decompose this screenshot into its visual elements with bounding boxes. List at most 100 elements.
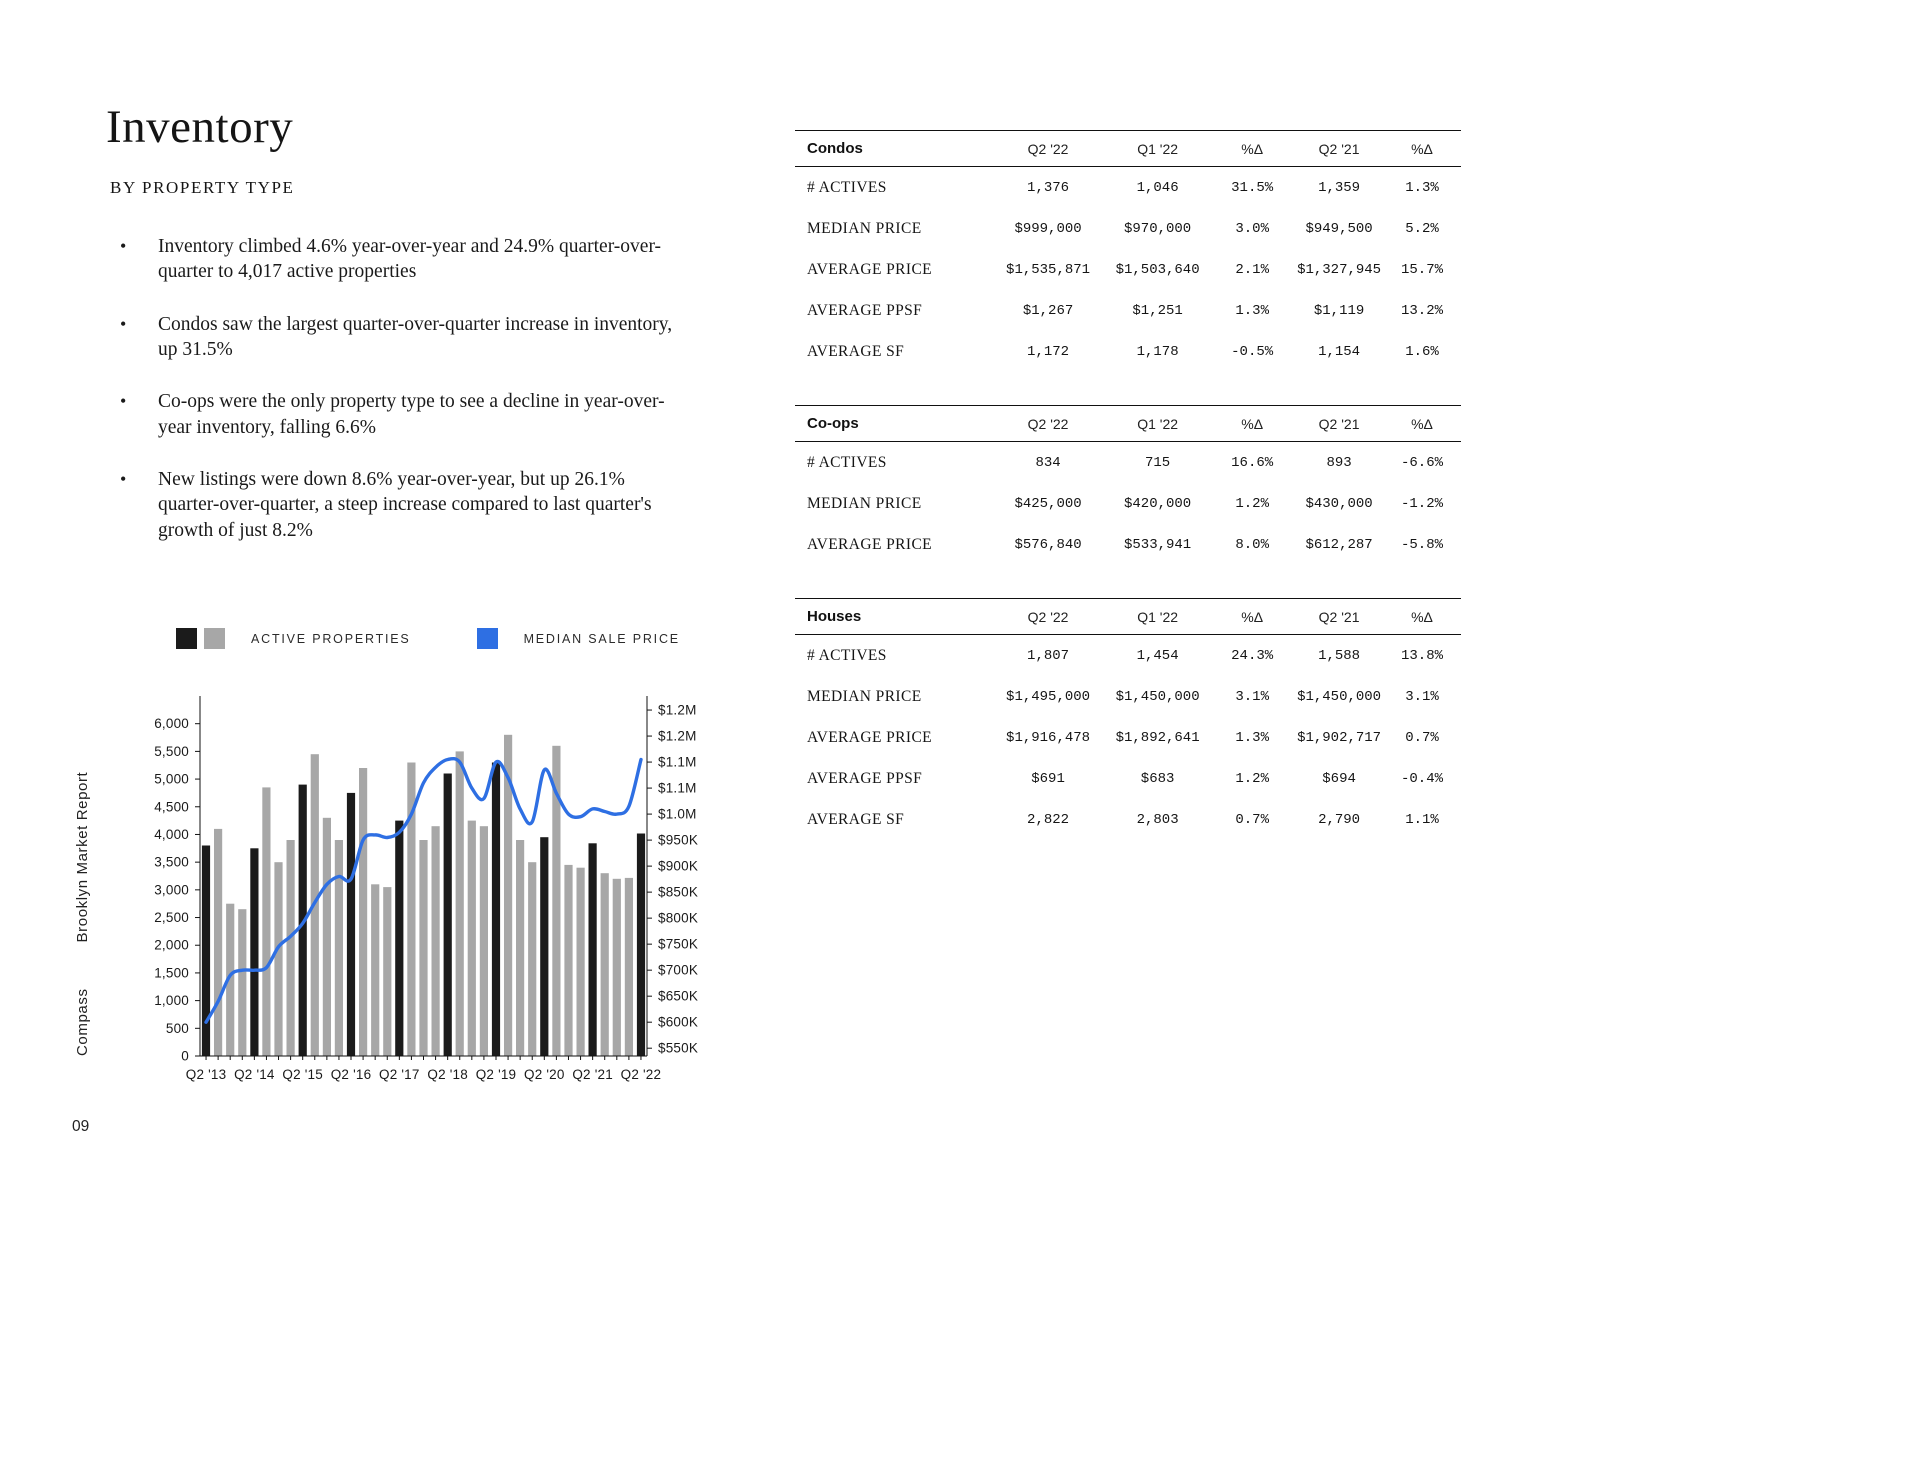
property-tables: Condos Q2 '22 Q1 '22 %Δ Q2 '21 %Δ # ACTIVES 1,3… (795, 130, 1461, 873)
footer-report-name: Brooklyn Market Report (74, 771, 91, 943)
x-axis-tick-label: Q2 '16 (331, 1067, 372, 1082)
footer-brand: Compass (74, 988, 91, 1056)
bar (274, 862, 283, 1056)
left-axis-tick-label: 4,000 (154, 827, 189, 842)
bar (346, 792, 356, 1056)
cell-value: $430,000 (1305, 495, 1373, 512)
page-number: 09 (72, 1118, 90, 1135)
column-header: Q2 '22 (990, 130, 1106, 167)
bar (201, 845, 211, 1056)
right-axis-tick-label: $800K (658, 911, 698, 926)
right-axis-tick-label: $900K (658, 859, 698, 874)
cell-value: 1.3% (1235, 729, 1269, 746)
table-row: # ACTIVES 1,376 1,046 31.5% 1,359 1.3% (795, 167, 1461, 209)
cell-value: 0.7% (1235, 811, 1269, 828)
right-axis-tick-label: $750K (658, 937, 698, 952)
column-header: %Δ (1383, 598, 1461, 635)
row-label: AVERAGE SF (807, 810, 905, 828)
bar (540, 837, 549, 1056)
cell-value: 1.2% (1235, 770, 1269, 787)
cell-value: $1,267 (1022, 302, 1074, 319)
cell-value: $970,000 (1124, 220, 1192, 237)
bar (262, 787, 271, 1056)
row-label: MEDIAN PRICE (807, 494, 922, 512)
table-condos: Condos Q2 '22 Q1 '22 %Δ Q2 '21 %Δ # ACTIVES 1,3… (795, 130, 1461, 372)
table-title: Condos (795, 130, 991, 167)
page-subtitle: BY PROPERTY TYPE (110, 178, 295, 197)
row-label: AVERAGE PRICE (807, 728, 933, 746)
column-header: Q1 '22 (1106, 598, 1210, 635)
cell-value: 1,376 (1027, 179, 1070, 196)
bullet-item: Condos saw the largest quarter-over-quar… (110, 312, 682, 363)
cell-value: $1,503,640 (1115, 261, 1200, 278)
left-axis-tick-label: 500 (166, 1021, 189, 1036)
cell-value: 2,803 (1136, 811, 1179, 828)
x-axis-tick-label: Q2 '18 (427, 1067, 468, 1082)
table-row: AVERAGE PPSF $1,267 $1,251 1.3% $1,119 13.2% (795, 290, 1461, 331)
table-row: MEDIAN PRICE $999,000 $970,000 3.0% $949,500… (795, 208, 1461, 249)
bar (467, 820, 476, 1056)
bar (564, 864, 573, 1056)
page-title: Inventory (106, 101, 294, 153)
bar (443, 773, 452, 1056)
cell-value: 2,822 (1027, 811, 1070, 828)
cell-value: $1,902,717 (1297, 729, 1382, 746)
bar (395, 820, 404, 1056)
cell-value: 16.6% (1231, 454, 1274, 471)
cell-value: $1,119 (1313, 302, 1365, 319)
cell-value: 1,454 (1136, 647, 1179, 664)
cell-value: $949,500 (1305, 220, 1373, 237)
row-label: AVERAGE PPSF (807, 301, 923, 319)
left-axis-tick-label: 1,500 (154, 965, 189, 980)
bar (479, 826, 488, 1056)
left-axis-tick-label: 3,000 (154, 882, 189, 897)
x-axis-tick-label: Q2 '17 (379, 1067, 420, 1082)
right-axis-tick-label: $1.2M (658, 703, 697, 718)
cell-value: -1.2% (1401, 495, 1444, 512)
x-axis-tick-label: Q2 '21 (572, 1067, 613, 1082)
left-axis-tick-label: 5,000 (154, 772, 189, 787)
table-row: AVERAGE SF 1,172 1,178 -0.5% 1,154 1.6% (795, 331, 1461, 372)
right-axis-tick-label: $650K (658, 989, 698, 1004)
bar (334, 840, 343, 1056)
bullet-list: Inventory climbed 4.6% year-over-year an… (110, 234, 682, 570)
x-axis-tick-label: Q2 '20 (524, 1067, 565, 1082)
bar (516, 840, 525, 1056)
bar (600, 873, 609, 1056)
column-header: %Δ (1383, 130, 1461, 167)
cell-value: $612,287 (1305, 536, 1373, 553)
column-header: Q1 '22 (1106, 130, 1210, 167)
cell-value: 1.3% (1405, 179, 1439, 196)
row-label: # ACTIVES (807, 646, 887, 664)
cell-value: 1,154 (1318, 343, 1361, 360)
cell-value: 13.2% (1401, 302, 1444, 319)
bar (226, 903, 235, 1056)
column-header: %Δ (1209, 405, 1296, 442)
cell-value: 2,790 (1318, 811, 1361, 828)
right-axis-tick-label: $1.0M (658, 807, 697, 822)
column-header: Q1 '22 (1106, 405, 1210, 442)
left-axis-tick-label: 6,000 (154, 716, 189, 731)
bar (431, 826, 440, 1056)
column-header: Q2 '21 (1295, 598, 1384, 635)
cell-value: 13.8% (1401, 647, 1444, 664)
table-row: AVERAGE SF 2,822 2,803 0.7% 2,790 1.1% (795, 799, 1461, 840)
bar (528, 862, 537, 1056)
legend-item-active-properties: ACTIVE PROPERTIES (176, 628, 411, 649)
cell-value: 2.1% (1235, 261, 1269, 278)
vertical-footer: Compass Brooklyn Market Report (74, 772, 91, 1056)
cell-value: -0.5% (1231, 343, 1274, 360)
cell-value: 5.2% (1405, 220, 1439, 237)
cell-value: 1.3% (1235, 302, 1269, 319)
column-header: %Δ (1383, 405, 1461, 442)
bar (455, 751, 464, 1056)
bar (636, 833, 646, 1056)
bar (286, 840, 295, 1056)
right-axis-tick-label: $550K (658, 1041, 698, 1056)
table-row: # ACTIVES 834 715 16.6% 893 -6.6% (795, 442, 1461, 484)
bar (552, 745, 561, 1056)
cell-value: $1,892,641 (1115, 729, 1200, 746)
column-header: Q2 '21 (1295, 130, 1384, 167)
cell-value: $1,535,871 (1006, 261, 1091, 278)
